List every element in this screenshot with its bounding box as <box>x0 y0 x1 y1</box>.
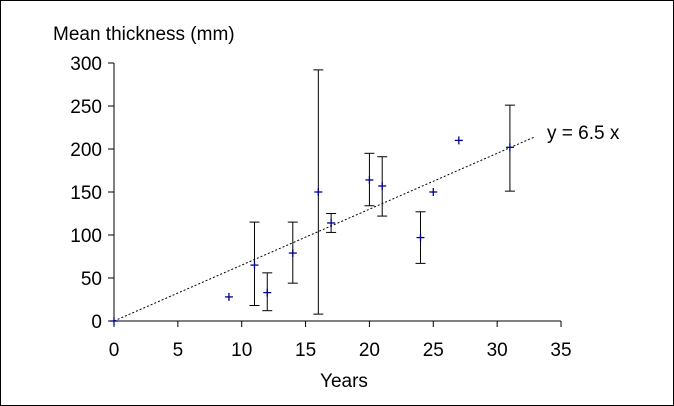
error-bars <box>249 69 515 315</box>
trendline-equation: y = 6.5 x <box>547 123 620 144</box>
data-point <box>365 175 374 184</box>
axes <box>108 62 562 327</box>
x-tick-label: 10 <box>231 340 252 361</box>
data-point <box>429 188 438 196</box>
y-tick-label: 100 <box>70 226 102 247</box>
x-tick-label: 35 <box>550 340 571 361</box>
x-tick-label: 25 <box>423 340 444 361</box>
data-point <box>250 261 259 270</box>
y-tick-label: 200 <box>70 140 102 161</box>
data-point <box>110 317 118 325</box>
y-tick-label: 300 <box>70 54 102 75</box>
data-point <box>454 136 463 145</box>
trendline <box>113 136 536 322</box>
data-point <box>224 292 233 301</box>
x-tick-label: 15 <box>295 340 316 361</box>
data-point <box>416 233 425 242</box>
y-tick-label: 50 <box>81 269 102 290</box>
x-tick-label: 5 <box>173 340 184 361</box>
y-tick-label: 0 <box>91 312 102 333</box>
tick-labels: 0 50 100 150 200 250 300 0 5 10 15 20 25 30 35 <box>70 54 571 361</box>
data-point <box>505 143 514 152</box>
data-point <box>327 218 336 227</box>
x-tick-label: 30 <box>487 340 508 361</box>
data-point <box>288 249 297 258</box>
y-tick-label: 250 <box>70 97 102 118</box>
x-axis-title: Years <box>320 371 368 392</box>
data-point <box>378 181 387 190</box>
y-tick-label: 150 <box>70 183 102 204</box>
data-point <box>263 288 272 297</box>
trendline-group <box>113 136 536 322</box>
data-point <box>314 188 323 196</box>
x-tick-label: 0 <box>109 340 120 361</box>
y-axis-title: Mean thickness (mm) <box>53 24 235 45</box>
x-tick-label: 20 <box>359 340 380 361</box>
data-points <box>110 136 514 325</box>
